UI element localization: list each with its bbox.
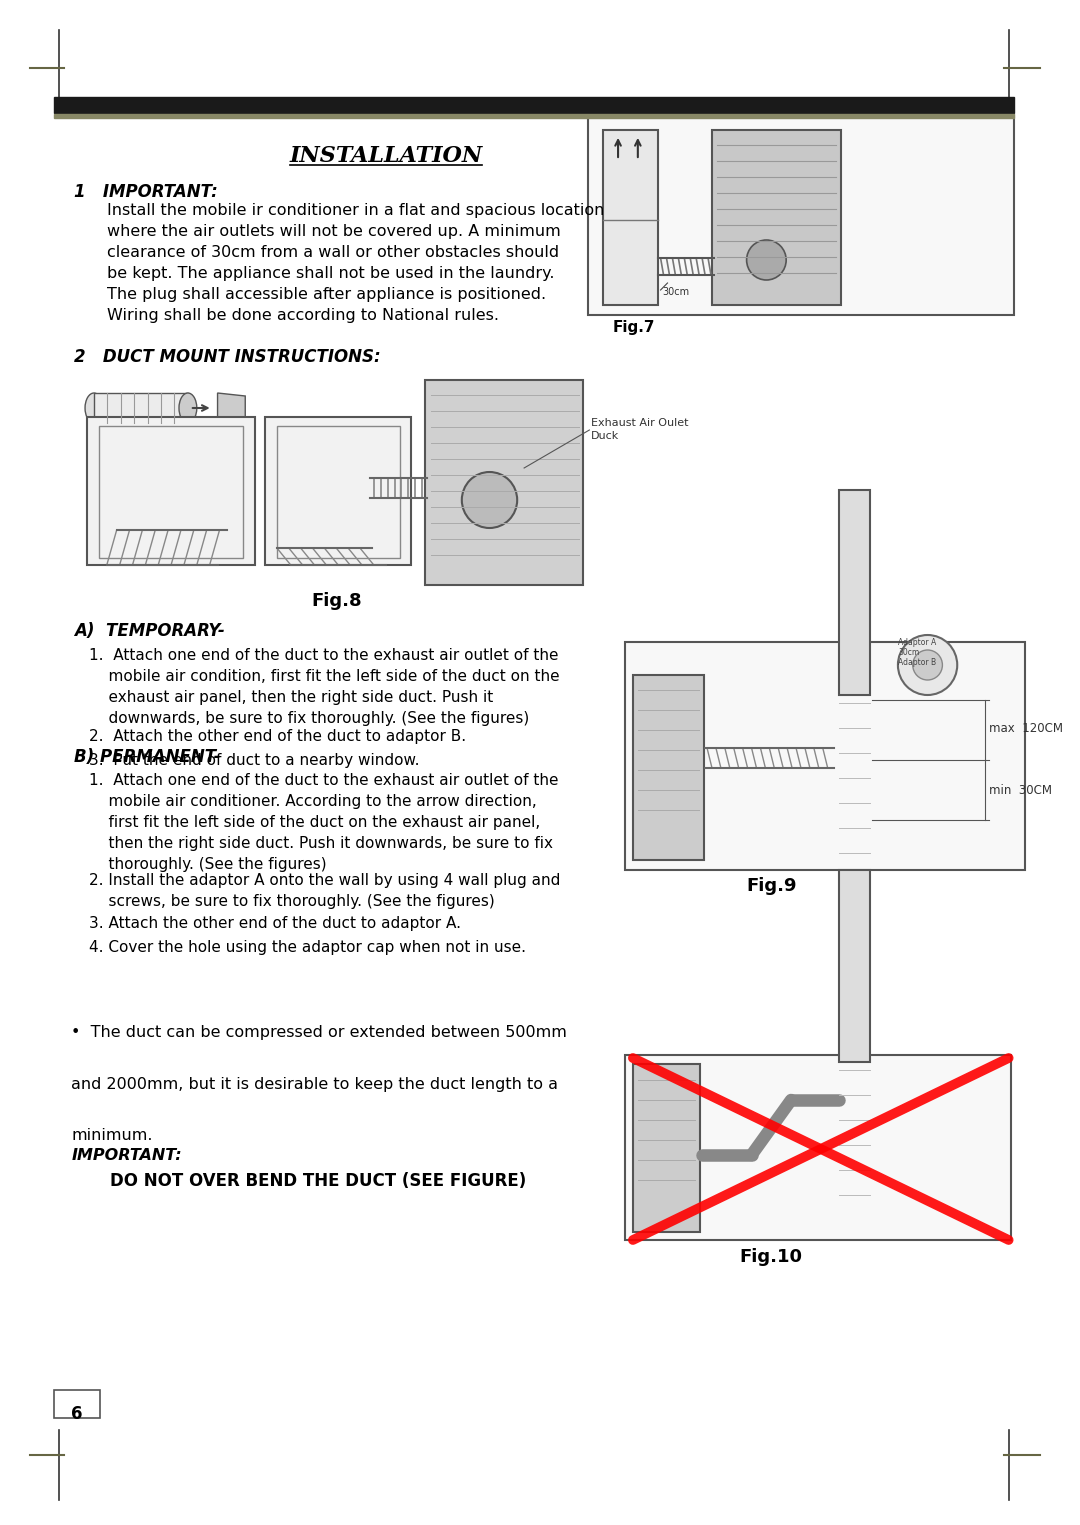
Bar bbox=[625, 1055, 1011, 1240]
Ellipse shape bbox=[179, 393, 197, 422]
Text: Adaptor A: Adaptor A bbox=[897, 637, 936, 647]
Text: DO NOT OVER BEND THE DUCT (SEE FIGURE): DO NOT OVER BEND THE DUCT (SEE FIGURE) bbox=[87, 1173, 526, 1190]
Bar bbox=[99, 425, 243, 558]
Bar bbox=[54, 98, 1014, 113]
Bar bbox=[633, 1064, 700, 1232]
Text: 1   IMPORTANT:: 1 IMPORTANT: bbox=[75, 183, 218, 201]
Bar bbox=[276, 425, 400, 558]
Text: Install the mobile ir conditioner in a flat and spacious location
where the air : Install the mobile ir conditioner in a f… bbox=[107, 203, 604, 323]
Text: max  120CM: max 120CM bbox=[989, 721, 1063, 735]
Circle shape bbox=[897, 634, 957, 695]
Bar bbox=[265, 416, 411, 564]
Text: 4. Cover the hole using the adaptor cap when not in use.: 4. Cover the hole using the adaptor cap … bbox=[89, 939, 526, 955]
Bar bbox=[604, 130, 658, 305]
Bar bbox=[94, 393, 188, 422]
Text: B) PERMANENT-: B) PERMANENT- bbox=[75, 747, 220, 766]
Ellipse shape bbox=[85, 393, 103, 422]
Text: Adaptor B: Adaptor B bbox=[897, 657, 936, 666]
Text: 30cm: 30cm bbox=[662, 287, 690, 297]
Circle shape bbox=[746, 239, 786, 281]
Text: A)  TEMPORARY-: A) TEMPORARY- bbox=[75, 622, 225, 640]
Text: 30cm: 30cm bbox=[897, 648, 919, 657]
Circle shape bbox=[913, 650, 943, 680]
Text: 2. Install the adaptor A onto the wall by using 4 wall plug and
    screws, be s: 2. Install the adaptor A onto the wall b… bbox=[89, 872, 561, 909]
Bar bbox=[54, 1389, 99, 1418]
Bar bbox=[589, 114, 1014, 316]
Text: 1.  Attach one end of the duct to the exhaust air outlet of the
    mobile air c: 1. Attach one end of the duct to the exh… bbox=[89, 773, 558, 872]
Bar bbox=[633, 676, 704, 860]
Bar bbox=[838, 869, 870, 1061]
Text: INSTALLATION: INSTALLATION bbox=[289, 145, 483, 168]
Bar bbox=[87, 416, 255, 564]
Circle shape bbox=[462, 473, 517, 528]
Text: IMPORTANT:: IMPORTANT: bbox=[71, 1148, 181, 1164]
Text: 1.  Attach one end of the duct to the exhaust air outlet of the
    mobile air c: 1. Attach one end of the duct to the exh… bbox=[89, 648, 559, 726]
Polygon shape bbox=[217, 393, 245, 422]
Bar bbox=[54, 114, 1014, 117]
Text: 3.  Put the end of duct to a nearby window.: 3. Put the end of duct to a nearby windo… bbox=[89, 753, 419, 769]
Text: Fig.7: Fig.7 bbox=[613, 320, 656, 336]
Bar bbox=[426, 380, 583, 586]
Text: 2   DUCT MOUNT INSTRUCTIONS:: 2 DUCT MOUNT INSTRUCTIONS: bbox=[75, 348, 381, 366]
Text: Fig.9: Fig.9 bbox=[746, 877, 797, 895]
Text: •  The duct can be compressed or extended between 500mm

and 2000mm, but it is d: • The duct can be compressed or extended… bbox=[71, 1025, 567, 1144]
Text: 3. Attach the other end of the duct to adaptor A.: 3. Attach the other end of the duct to a… bbox=[89, 917, 461, 930]
Bar bbox=[838, 490, 870, 695]
Text: min  30CM: min 30CM bbox=[989, 784, 1052, 796]
Bar bbox=[625, 642, 1026, 869]
Text: Fig.10: Fig.10 bbox=[740, 1247, 802, 1266]
Text: Fig.8: Fig.8 bbox=[311, 592, 362, 610]
Text: Exhaust Air Oulet
Duck: Exhaust Air Oulet Duck bbox=[592, 418, 689, 441]
Text: 2.  Attach the other end of the duct to adaptor B.: 2. Attach the other end of the duct to a… bbox=[89, 729, 467, 744]
Bar bbox=[712, 130, 840, 305]
Text: 6: 6 bbox=[71, 1405, 83, 1423]
